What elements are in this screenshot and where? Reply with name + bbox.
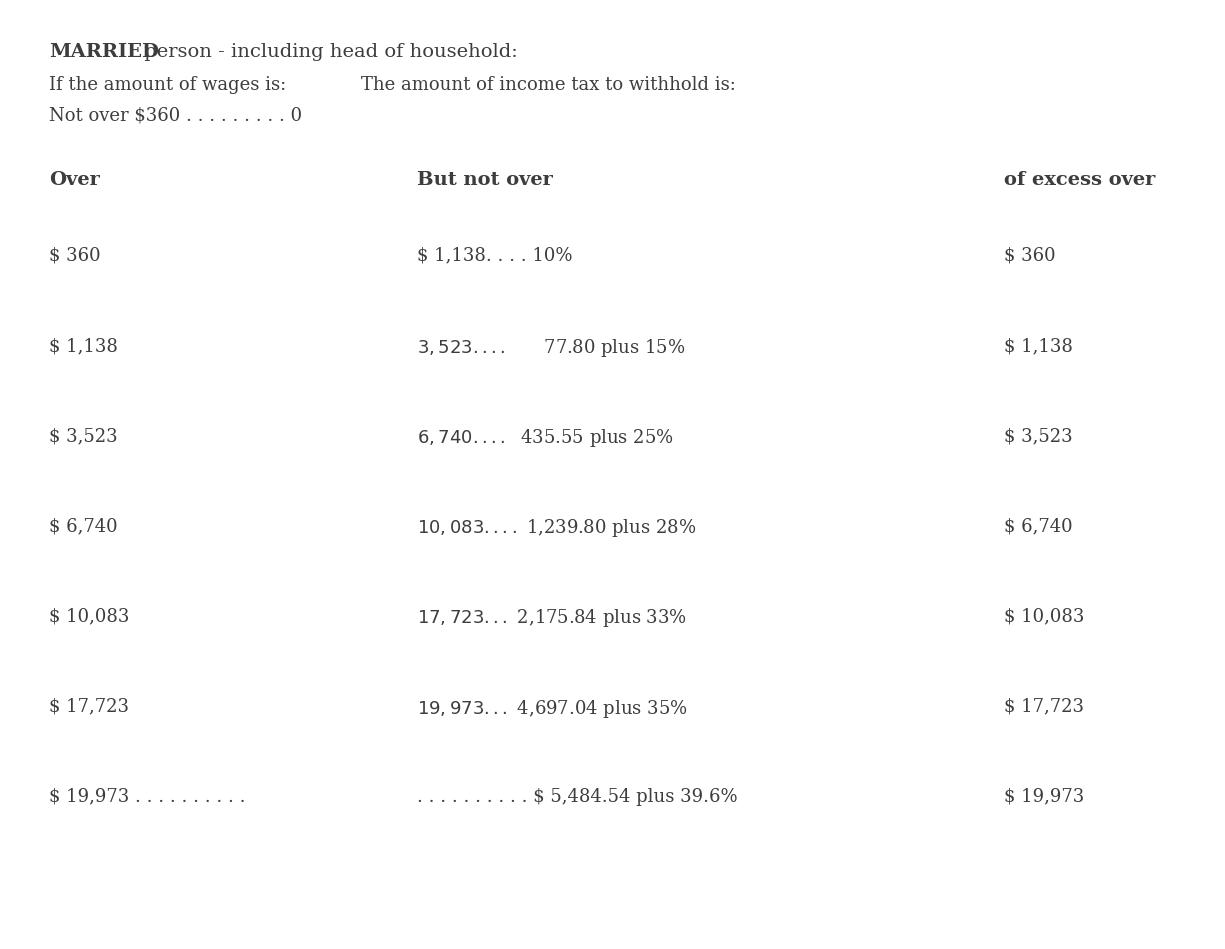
Text: $ 17,723. . . $ 2,175.84 plus 33%: $ 17,723. . . $ 2,175.84 plus 33% [417,607,686,629]
Text: $ 3,523: $ 3,523 [1004,427,1073,445]
Text: $ 1,138: $ 1,138 [49,337,118,355]
Text: $ 3,523. . . .$      77.80 plus 15%: $ 3,523. . . .$ 77.80 plus 15% [417,337,685,359]
Text: $ 6,740. . . .$  435.55 plus 25%: $ 6,740. . . .$ 435.55 plus 25% [417,427,674,449]
Text: $ 3,523: $ 3,523 [49,427,118,445]
Text: of excess over: of excess over [1004,171,1156,189]
Text: $ 1,138. . . . 10%: $ 1,138. . . . 10% [417,247,572,265]
Text: Not over $360 . . . . . . . . . 0: Not over $360 . . . . . . . . . 0 [49,106,303,124]
Text: If the amount of wages is:: If the amount of wages is: [49,76,287,94]
Text: But not over: But not over [417,171,552,189]
Text: $ 17,723: $ 17,723 [49,698,129,716]
Text: $ 19,973: $ 19,973 [1004,788,1085,806]
Text: $ 360: $ 360 [1004,247,1056,265]
Text: $ 1,138: $ 1,138 [1004,337,1073,355]
Text: $ 10,083: $ 10,083 [49,607,130,625]
Text: $ 17,723: $ 17,723 [1004,698,1084,716]
Text: $ 6,740: $ 6,740 [1004,517,1073,535]
Text: $ 10,083. . . .$ 1,239.80 plus 28%: $ 10,083. . . .$ 1,239.80 plus 28% [417,517,696,539]
Text: person - including head of household:: person - including head of household: [138,43,518,61]
Text: $ 360: $ 360 [49,247,100,265]
Text: The amount of income tax to withhold is:: The amount of income tax to withhold is: [361,76,736,94]
Text: $ 19,973 . . . . . . . . . .: $ 19,973 . . . . . . . . . . [49,788,245,806]
Text: Over: Over [49,171,100,189]
Text: $ 6,740: $ 6,740 [49,517,118,535]
Text: $ 10,083: $ 10,083 [1004,607,1085,625]
Text: $ 19,973. . . $ 4,697.04 plus 35%: $ 19,973. . . $ 4,697.04 plus 35% [417,698,687,719]
Text: MARRIED: MARRIED [49,43,159,61]
Text: . . . . . . . . . . $ 5,484.54 plus 39.6%: . . . . . . . . . . $ 5,484.54 plus 39.6… [417,788,737,806]
